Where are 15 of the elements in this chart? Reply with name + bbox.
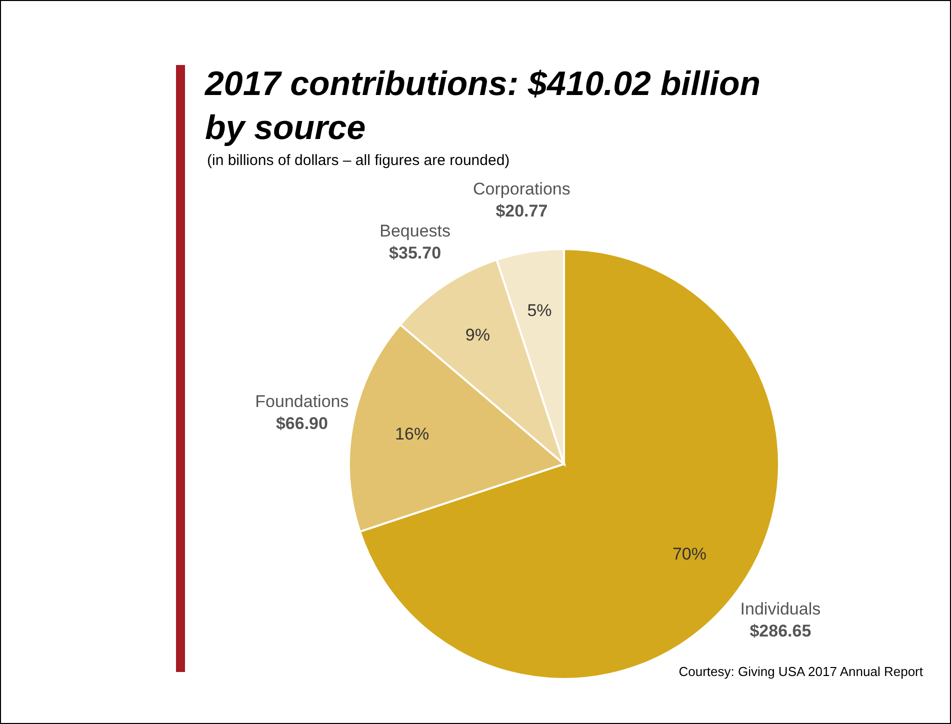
slice-label: Corporations <box>473 179 570 198</box>
data-label: $20.77 <box>496 201 548 220</box>
text: 70% <box>672 544 707 564</box>
text: Courtesy: Giving USA 2017 Annual Report <box>678 664 923 679</box>
data-label: $286.65 <box>750 621 812 640</box>
data-label: $35.70 <box>389 243 442 262</box>
text: 9% <box>465 326 490 345</box>
slice-label: Foundations <box>255 392 349 411</box>
chart-subtitle: (in billions of dollars – all figures are rounded) <box>207 152 510 169</box>
chart-title: 2017 contributions: $410.02 billion by source <box>205 64 762 149</box>
slice-label: Bequests <box>380 221 450 240</box>
text: 5% <box>527 301 552 320</box>
data-label: $66.90 <box>276 414 328 433</box>
slice-label: Individuals <box>740 599 821 618</box>
text: 16% <box>395 424 430 444</box>
